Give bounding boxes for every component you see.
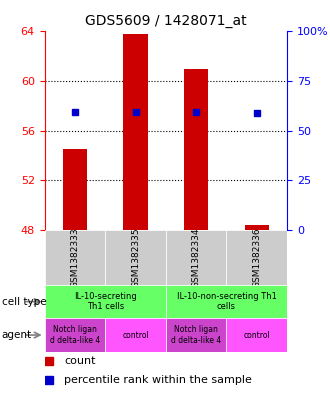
Text: IL-10-secreting
Th1 cells: IL-10-secreting Th1 cells	[74, 292, 137, 311]
Text: percentile rank within the sample: percentile rank within the sample	[64, 375, 252, 385]
Bar	[105, 318, 166, 352]
Bar	[105, 230, 166, 285]
Bar	[226, 230, 287, 285]
Text: GSM1382333: GSM1382333	[70, 227, 80, 288]
Text: agent: agent	[2, 330, 32, 340]
Bar	[226, 318, 287, 352]
Bar	[45, 318, 105, 352]
Bar	[184, 69, 208, 230]
Text: GSM1382335: GSM1382335	[131, 227, 140, 288]
Bar	[166, 285, 287, 318]
Text: control: control	[244, 331, 270, 340]
Text: GSM1382334: GSM1382334	[192, 227, 201, 288]
Bar	[123, 34, 148, 230]
Title: GDS5609 / 1428071_at: GDS5609 / 1428071_at	[85, 14, 247, 28]
Text: Notch ligan
d delta-like 4: Notch ligan d delta-like 4	[50, 325, 100, 345]
Bar	[45, 230, 105, 285]
Bar	[166, 230, 226, 285]
Text: cell type: cell type	[2, 297, 46, 307]
Text: count: count	[64, 356, 95, 365]
Text: GSM1382336: GSM1382336	[252, 227, 261, 288]
Bar	[63, 149, 87, 230]
Text: control: control	[122, 331, 149, 340]
Text: Notch ligan
d delta-like 4: Notch ligan d delta-like 4	[171, 325, 221, 345]
Bar	[245, 225, 269, 230]
Bar	[45, 285, 166, 318]
Text: IL-10-non-secreting Th1
cells: IL-10-non-secreting Th1 cells	[177, 292, 277, 311]
Bar	[166, 318, 226, 352]
